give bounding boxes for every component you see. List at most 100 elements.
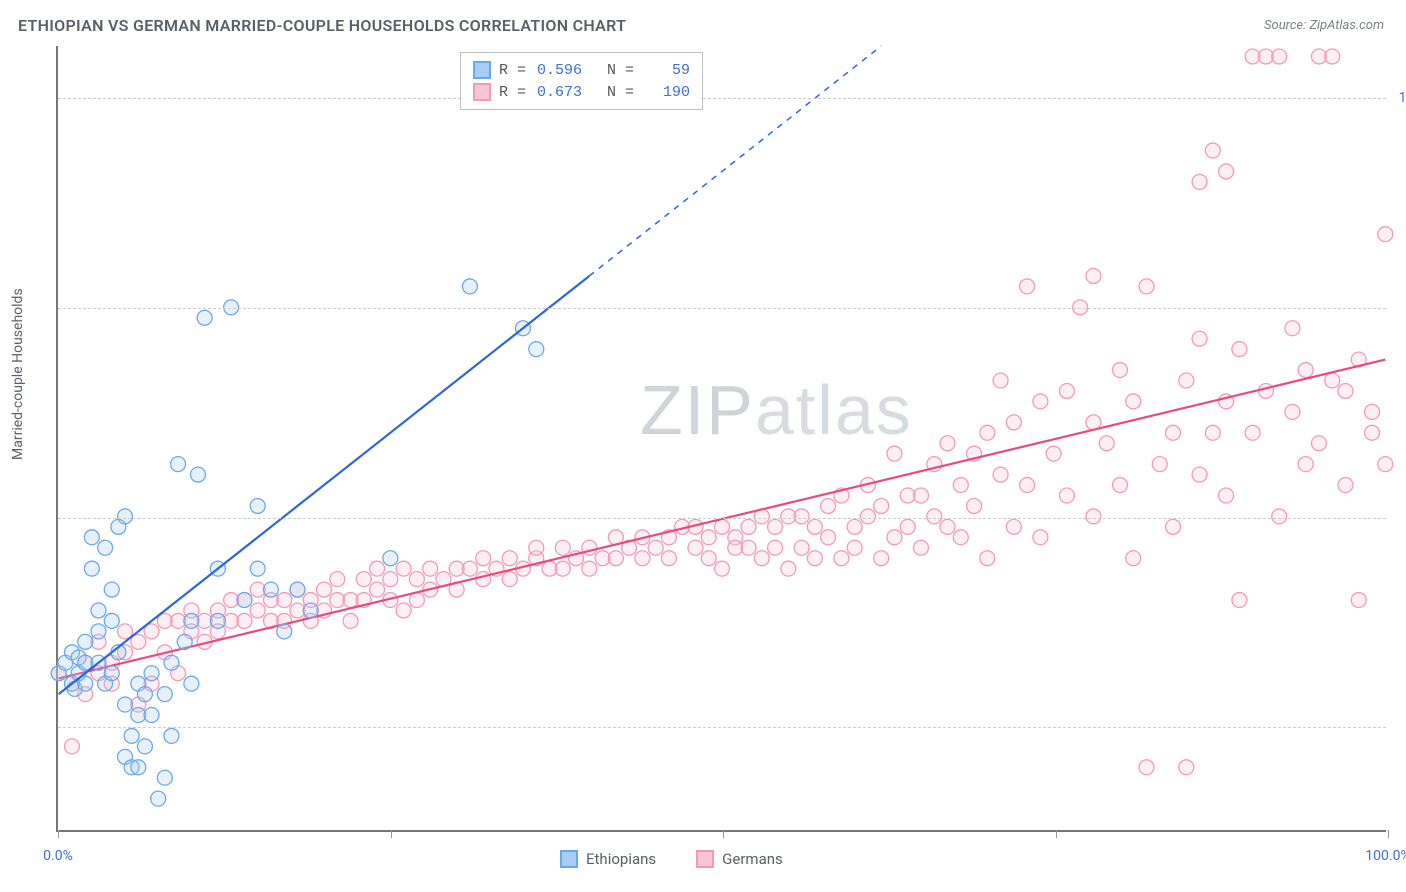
data-point: [993, 467, 1008, 482]
data-point: [1338, 383, 1353, 398]
source-name: ZipAtlas.com: [1309, 18, 1384, 33]
data-point: [317, 582, 332, 597]
data-point: [927, 509, 942, 524]
data-point: [1006, 519, 1021, 534]
gridline: [58, 308, 1386, 309]
swatch-ethiopians: [473, 61, 491, 79]
data-point: [821, 498, 836, 513]
data-point: [263, 582, 278, 597]
data-point: [1020, 279, 1035, 294]
data-point: [409, 572, 424, 587]
stats-row-ethiopians: R = 0.596 N = 59: [473, 59, 690, 81]
data-point: [874, 551, 889, 566]
data-point: [177, 634, 192, 649]
data-point: [1351, 593, 1366, 608]
data-point: [1298, 457, 1313, 472]
data-point: [396, 603, 411, 618]
data-point: [794, 540, 809, 555]
x-tick: [723, 830, 724, 838]
legend-item-germans: Germans: [696, 850, 783, 868]
data-point: [157, 770, 172, 785]
legend-item-ethiopians: Ethiopians: [560, 850, 656, 868]
data-point: [1033, 394, 1048, 409]
data-point: [940, 519, 955, 534]
data-point: [821, 530, 836, 545]
data-point: [1139, 760, 1154, 775]
y-tick-label: 100.0%: [1399, 90, 1406, 106]
data-point: [781, 561, 796, 576]
data-point: [914, 540, 929, 555]
data-point: [502, 551, 517, 566]
r-label: R =: [499, 84, 526, 101]
data-point: [768, 519, 783, 534]
data-point: [860, 509, 875, 524]
series-legend: Ethiopians Germans: [560, 850, 783, 868]
data-point: [1192, 174, 1207, 189]
r-label: R =: [499, 62, 526, 79]
data-point: [1113, 363, 1128, 378]
y-axis-label: Married-couple Households: [10, 288, 26, 460]
data-point: [157, 687, 172, 702]
data-point: [874, 498, 889, 513]
source-attribution: Source: ZipAtlas.com: [1264, 18, 1384, 33]
r-value-ethiopians: 0.596: [534, 62, 582, 79]
n-value-ethiopians: 59: [642, 62, 690, 79]
data-point: [847, 519, 862, 534]
data-point: [1059, 383, 1074, 398]
data-point: [164, 655, 179, 670]
data-point: [1338, 478, 1353, 493]
data-point: [953, 530, 968, 545]
data-point: [1232, 342, 1247, 357]
data-point: [741, 519, 756, 534]
data-point: [104, 613, 119, 628]
data-point: [834, 551, 849, 566]
data-point: [555, 540, 570, 555]
legend-swatch-germans: [696, 850, 714, 868]
plot-area: 40.0%60.0%80.0%100.0%0.0%100.0%: [56, 46, 1386, 832]
data-point: [91, 624, 106, 639]
data-point: [131, 760, 146, 775]
gridline: [58, 727, 1386, 728]
data-point: [370, 582, 385, 597]
data-point: [1059, 488, 1074, 503]
data-point: [1126, 551, 1141, 566]
data-point: [1219, 164, 1234, 179]
trend-line: [59, 276, 590, 694]
data-point: [84, 561, 99, 576]
stats-row-germans: R = 0.673 N = 190: [473, 81, 690, 103]
data-point: [1152, 457, 1167, 472]
legend-swatch-ethiopians: [560, 850, 578, 868]
data-point: [555, 561, 570, 576]
data-point: [151, 791, 166, 806]
data-point: [1192, 467, 1207, 482]
data-point: [1139, 279, 1154, 294]
data-point: [91, 603, 106, 618]
data-point: [502, 572, 517, 587]
data-point: [144, 666, 159, 681]
data-point: [1378, 457, 1393, 472]
data-point: [383, 551, 398, 566]
data-point: [144, 708, 159, 723]
data-point: [78, 634, 93, 649]
data-point: [529, 342, 544, 357]
data-point: [582, 561, 597, 576]
data-point: [1126, 394, 1141, 409]
data-point: [462, 561, 477, 576]
data-point: [847, 540, 862, 555]
data-point: [1285, 321, 1300, 336]
x-tick: [1388, 830, 1389, 838]
x-tick-label: 0.0%: [43, 848, 73, 864]
data-point: [1006, 415, 1021, 430]
data-point: [1166, 425, 1181, 440]
source-label: Source:: [1264, 18, 1309, 33]
data-point: [980, 551, 995, 566]
data-point: [980, 425, 995, 440]
data-point: [250, 603, 265, 618]
data-point: [1046, 446, 1061, 461]
data-point: [1245, 425, 1260, 440]
data-point: [887, 446, 902, 461]
data-point: [967, 498, 982, 513]
data-point: [661, 551, 676, 566]
data-point: [768, 540, 783, 555]
data-point: [84, 530, 99, 545]
